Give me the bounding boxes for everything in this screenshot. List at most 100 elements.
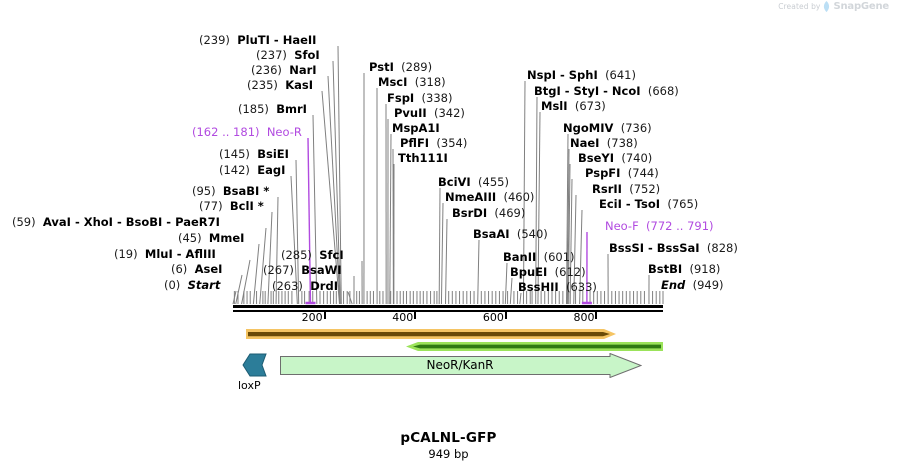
enzyme-label-naei[interactable]: NaeI (738) bbox=[570, 136, 638, 150]
enzyme-label-pvuii[interactable]: PvuII (342) bbox=[394, 107, 465, 119]
ruler-tick-mark bbox=[504, 312, 507, 319]
enzyme-name: PstI bbox=[369, 60, 394, 74]
enzyme-position: (235) bbox=[247, 78, 278, 92]
enzyme-label-bseyi[interactable]: BseYI (740) bbox=[578, 151, 653, 165]
enzyme-name: EagI bbox=[257, 163, 286, 177]
enzyme-label-bcivi[interactable]: BciVI (455) bbox=[438, 176, 509, 188]
enzyme-position: (469) bbox=[494, 206, 526, 220]
enzyme-label-bpuei[interactable]: BpuEI (612) bbox=[510, 265, 586, 279]
enzyme-position: (949) bbox=[692, 278, 724, 292]
enzyme-label-ngomiv[interactable]: NgoMIV (736) bbox=[563, 121, 652, 135]
enzyme-label-mmei[interactable]: (45) MmeI bbox=[178, 232, 244, 244]
enzyme-name: PspFI bbox=[585, 166, 621, 180]
enzyme-label-bmri[interactable]: (185) BmrI bbox=[238, 103, 307, 115]
enzyme-label-pspfi[interactable]: PspFI (744) bbox=[585, 166, 659, 180]
ruler-line-bottom bbox=[233, 309, 663, 312]
enzyme-name: BsrDI bbox=[452, 206, 488, 220]
enzyme-name: MluI - AflIII bbox=[144, 247, 216, 261]
enzyme-position: (744) bbox=[627, 166, 659, 180]
enzyme-position: (338) bbox=[421, 91, 453, 105]
enzyme-position: (19) bbox=[114, 247, 138, 261]
enzyme-label-psti[interactable]: PstI (289) bbox=[369, 60, 432, 74]
enzyme-position: (918) bbox=[689, 262, 721, 276]
enzyme-label-neo-r[interactable]: (162 .. 181) Neo-R bbox=[192, 126, 302, 138]
enzyme-label-sfoi[interactable]: (237) SfoI bbox=[256, 49, 320, 61]
enzyme-position: (540) bbox=[516, 227, 548, 241]
enzyme-star-marker: * bbox=[259, 184, 270, 198]
enzyme-label-neo-f[interactable]: Neo-F (772 .. 791) bbox=[605, 220, 714, 232]
enzyme-name: BpuEI bbox=[510, 265, 548, 279]
enzyme-position: (752) bbox=[629, 182, 661, 196]
enzyme-name: KasI bbox=[285, 78, 314, 92]
enzyme-label-bsabi[interactable]: (95) BsaBI * bbox=[192, 184, 270, 198]
enzyme-label-ecii-tsoi[interactable]: EciI - TsoI (765) bbox=[599, 198, 698, 210]
enzyme-label-rsrii[interactable]: RsrII (752) bbox=[592, 182, 661, 196]
enzyme-position: (738) bbox=[606, 136, 638, 150]
enzyme-name: NspI - SphI bbox=[527, 68, 598, 82]
enzyme-label-sfci[interactable]: (285) SfcI bbox=[281, 249, 344, 261]
enzyme-name: MspA1I bbox=[392, 121, 440, 135]
enzyme-label-pflfi[interactable]: PflFI (354) bbox=[400, 137, 467, 149]
enzyme-position: (736) bbox=[620, 121, 652, 135]
enzyme-label-kasi[interactable]: (235) KasI bbox=[247, 78, 314, 92]
enzyme-label-bsawi[interactable]: (267) BsaWI bbox=[263, 263, 342, 277]
enzyme-label-bsshii[interactable]: BssHII (633) bbox=[518, 281, 597, 293]
enzyme-label-mlui-afliii[interactable]: (19) MluI - AflIII bbox=[114, 247, 216, 261]
ruler-tick-label: 400 bbox=[392, 311, 414, 324]
enzyme-label-fspi[interactable]: FspI (338) bbox=[387, 91, 453, 105]
feature-loxp[interactable] bbox=[241, 352, 267, 378]
enzyme-label-bsrdi[interactable]: BsrDI (469) bbox=[452, 206, 526, 220]
enzyme-name: BanII bbox=[503, 250, 537, 264]
enzyme-label-end[interactable]: End (949) bbox=[661, 278, 724, 292]
enzyme-label-bstbi[interactable]: BstBI (918) bbox=[648, 262, 721, 276]
enzyme-label-pluti-haeii[interactable]: (239) PluTI - HaeII bbox=[199, 34, 316, 46]
enzyme-position: (95) bbox=[192, 184, 216, 198]
ruler-tick-label: 600 bbox=[482, 311, 504, 324]
enzyme-name: BstBI bbox=[648, 262, 683, 276]
enzyme-position: (263) bbox=[272, 279, 303, 293]
enzyme-position: (641) bbox=[605, 68, 636, 82]
enzyme-label-bsaai[interactable]: BsaAI (540) bbox=[473, 227, 548, 241]
enzyme-position: (740) bbox=[621, 151, 653, 165]
enzyme-label-avai-group[interactable]: (59) AvaI - XhoI - BsoBI - PaeR7I bbox=[12, 215, 220, 229]
enzyme-label-msci[interactable]: MscI (318) bbox=[378, 75, 446, 89]
enzyme-name: BsaWI bbox=[301, 263, 342, 277]
enzyme-leader-line bbox=[519, 292, 522, 305]
enzyme-label-nspi-sphi[interactable]: NspI - SphI (641) bbox=[527, 68, 636, 82]
enzyme-name: End bbox=[661, 278, 686, 292]
enzyme-position: (673) bbox=[574, 99, 606, 113]
enzyme-position: (0) bbox=[164, 278, 181, 292]
snapgene-watermark: Created by SnapGene bbox=[778, 1, 889, 12]
enzyme-position: (460) bbox=[503, 190, 535, 204]
enzyme-leader-line bbox=[235, 274, 243, 305]
enzyme-label-bsiei[interactable]: (145) BsiEI bbox=[219, 147, 289, 161]
enzyme-label-start[interactable]: (0) Start bbox=[164, 278, 221, 292]
enzyme-label-asei[interactable]: (6) AseI bbox=[171, 263, 222, 275]
enzyme-label-drdi[interactable]: (263) DrdI bbox=[272, 279, 338, 293]
enzyme-label-eagi[interactable]: (142) EagI bbox=[219, 163, 286, 177]
enzyme-label-nmeaiii[interactable]: NmeAIII (460) bbox=[445, 190, 535, 204]
enzyme-label-btgi-styi-ncoi[interactable]: BtgI - StyI - NcoI (668) bbox=[534, 84, 679, 98]
enzyme-star-marker: * bbox=[253, 199, 264, 213]
enzyme-label-bsssi-bssqi[interactable]: BssSI - BssSaI (828) bbox=[609, 242, 738, 254]
enzyme-name: MscI bbox=[378, 75, 408, 89]
enzyme-name: BsaBI bbox=[222, 184, 260, 198]
enzyme-name: BsiEI bbox=[257, 147, 289, 161]
plasmid-length-label: 949 bp bbox=[428, 447, 469, 461]
enzyme-name: MslI bbox=[541, 99, 568, 113]
enzyme-name: Start bbox=[187, 278, 221, 292]
enzyme-label-tth111i[interactable]: Tth111I bbox=[398, 152, 448, 164]
enzyme-label-bcli[interactable]: (77) BclI * bbox=[199, 199, 264, 213]
enzyme-label-nari[interactable]: (236) NarI bbox=[251, 64, 317, 76]
enzyme-name: AvaI - XhoI - BsoBI - PaeR7I bbox=[42, 215, 220, 229]
enzyme-position: (668) bbox=[647, 84, 679, 98]
feature-neor-kanr[interactable] bbox=[280, 353, 642, 378]
watermark-brand-label: SnapGene bbox=[833, 1, 889, 12]
enzyme-label-banii[interactable]: BanII (601) bbox=[503, 250, 575, 264]
enzyme-leader-line bbox=[445, 218, 448, 305]
watermark-created-by-label: Created by bbox=[778, 2, 821, 11]
enzyme-label-mspa1i[interactable]: MspA1I bbox=[392, 121, 440, 135]
enzyme-label-msli[interactable]: MslI (673) bbox=[541, 99, 606, 113]
